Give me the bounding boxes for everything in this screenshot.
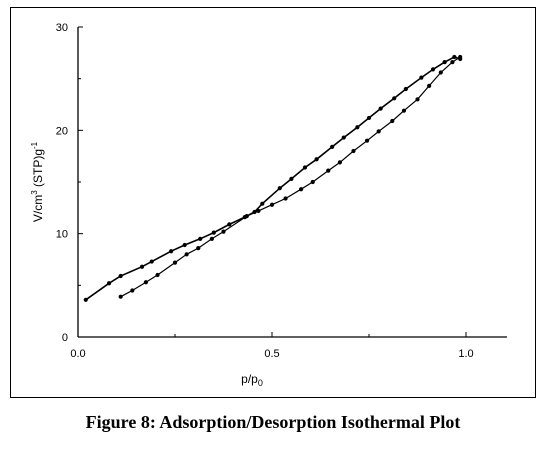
- x-tick-label: 0.5: [264, 348, 279, 360]
- data-point: [198, 236, 203, 241]
- data-point: [118, 294, 123, 299]
- data-point: [169, 249, 174, 254]
- data-point: [172, 260, 178, 265]
- axis-labels: 0 10 20 30 0.0 0.5 1.0 p/p0 V/cm3 (STP)g-1: [30, 22, 474, 388]
- data-point: [314, 157, 319, 162]
- data-point: [289, 176, 294, 181]
- data-point: [269, 202, 275, 207]
- data-point: [378, 106, 383, 111]
- series-line: [120, 56, 461, 298]
- data-point: [366, 115, 372, 121]
- y-tick-label: 10: [56, 229, 68, 241]
- data-point: [209, 236, 214, 241]
- data-point: [283, 196, 288, 201]
- data-point: [83, 297, 88, 302]
- series-2: [118, 54, 463, 299]
- data-point: [211, 230, 216, 235]
- data-point: [341, 135, 346, 140]
- y-tick-label: 0: [62, 332, 68, 344]
- data-point: [419, 75, 424, 80]
- data-point: [442, 60, 447, 65]
- data-point: [184, 252, 189, 257]
- data-point: [130, 288, 135, 293]
- data-point: [458, 54, 463, 60]
- series-layer: [83, 54, 463, 302]
- data-point: [450, 60, 455, 65]
- y-axis-label: V/cm3 (STP)g-1: [30, 141, 45, 222]
- data-point: [310, 179, 315, 185]
- data-point: [155, 272, 160, 278]
- data-point: [390, 118, 395, 124]
- data-point: [118, 273, 123, 279]
- data-point: [106, 281, 112, 286]
- data-point: [227, 222, 232, 227]
- data-point: [430, 67, 436, 72]
- data-point: [260, 201, 265, 206]
- data-point: [330, 144, 335, 149]
- data-point: [415, 97, 420, 102]
- data-point: [196, 246, 201, 251]
- data-point: [403, 86, 408, 92]
- data-point: [221, 229, 226, 234]
- isotherm-chart: 0 10 20 30 0.0 0.5 1.0 p/p0 V/cm3 (STP)g-1: [30, 22, 507, 388]
- x-tick-label: 0.0: [70, 348, 85, 360]
- data-point: [143, 280, 148, 285]
- data-point: [355, 125, 360, 130]
- data-point: [302, 165, 308, 170]
- series-line: [85, 56, 461, 301]
- figure-caption: Figure 8: Adsorption/Desorption Isotherm…: [85, 412, 461, 432]
- data-point: [277, 186, 282, 191]
- data-point: [326, 168, 331, 173]
- data-point: [452, 54, 457, 60]
- data-point: [364, 138, 370, 143]
- data-point: [438, 70, 443, 75]
- x-tick-label: 1.0: [458, 348, 473, 360]
- data-point: [376, 129, 381, 134]
- data-point: [337, 160, 342, 165]
- data-point: [139, 264, 145, 269]
- data-point: [182, 242, 187, 248]
- axes: [77, 26, 507, 338]
- data-point: [256, 208, 261, 214]
- y-tick-label: 20: [56, 125, 68, 137]
- series-1: [83, 54, 463, 302]
- data-point: [427, 83, 432, 88]
- x-axis-label: p/p0: [241, 372, 263, 388]
- data-point: [401, 108, 407, 113]
- figure-frame: [10, 7, 536, 398]
- data-point: [244, 214, 249, 219]
- data-point: [351, 148, 356, 154]
- data-point: [299, 187, 304, 192]
- data-point: [149, 259, 154, 264]
- data-point: [392, 96, 397, 101]
- y-tick-label: 30: [56, 22, 68, 34]
